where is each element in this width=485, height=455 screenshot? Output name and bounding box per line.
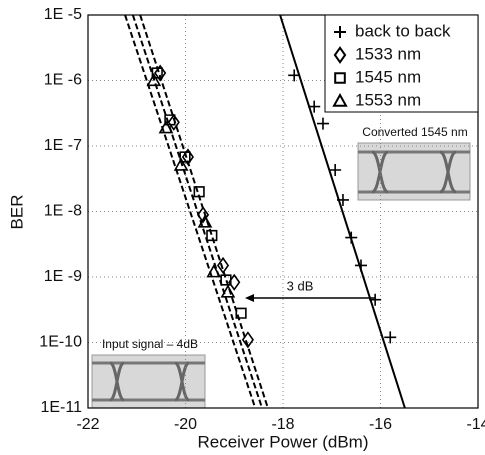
annotation: 3 dB — [287, 278, 314, 293]
legend-label: 1545 nm — [355, 67, 421, 86]
y-tick-label: 1E-11 — [40, 399, 82, 416]
annotation: Input signal – 4dB — [102, 337, 198, 351]
y-tick-label: 1E-10 — [39, 334, 82, 351]
y-tick-label: 1E -5 — [44, 6, 82, 23]
y-tick-label: 1E -7 — [44, 137, 82, 154]
x-axis-title: Receiver Power (dBm) — [198, 432, 369, 451]
eye-inset-converted — [358, 143, 470, 200]
legend-label: back to back — [355, 21, 451, 40]
x-tick-label: -16 — [369, 416, 392, 433]
x-tick-label: -20 — [174, 416, 197, 433]
eye-inset-input — [92, 355, 205, 408]
annotation: Converted 1545 nm — [362, 125, 467, 139]
x-tick-label: -18 — [271, 416, 294, 433]
legend-label: 1553 nm — [355, 90, 421, 109]
y-axis-title: BER — [7, 195, 26, 230]
chart: BER Receiver Power (dBm) 1E -5 1E -6 1E -7… — [0, 0, 485, 455]
x-tick-label: -14 — [466, 416, 485, 433]
legend-label: 1533 nm — [355, 44, 421, 63]
y-tick-label: 1E -6 — [44, 72, 82, 89]
x-tick-label: -22 — [76, 416, 99, 433]
y-tick-label: 1E -9 — [44, 268, 82, 285]
y-tick-label: 1E -8 — [44, 203, 82, 220]
